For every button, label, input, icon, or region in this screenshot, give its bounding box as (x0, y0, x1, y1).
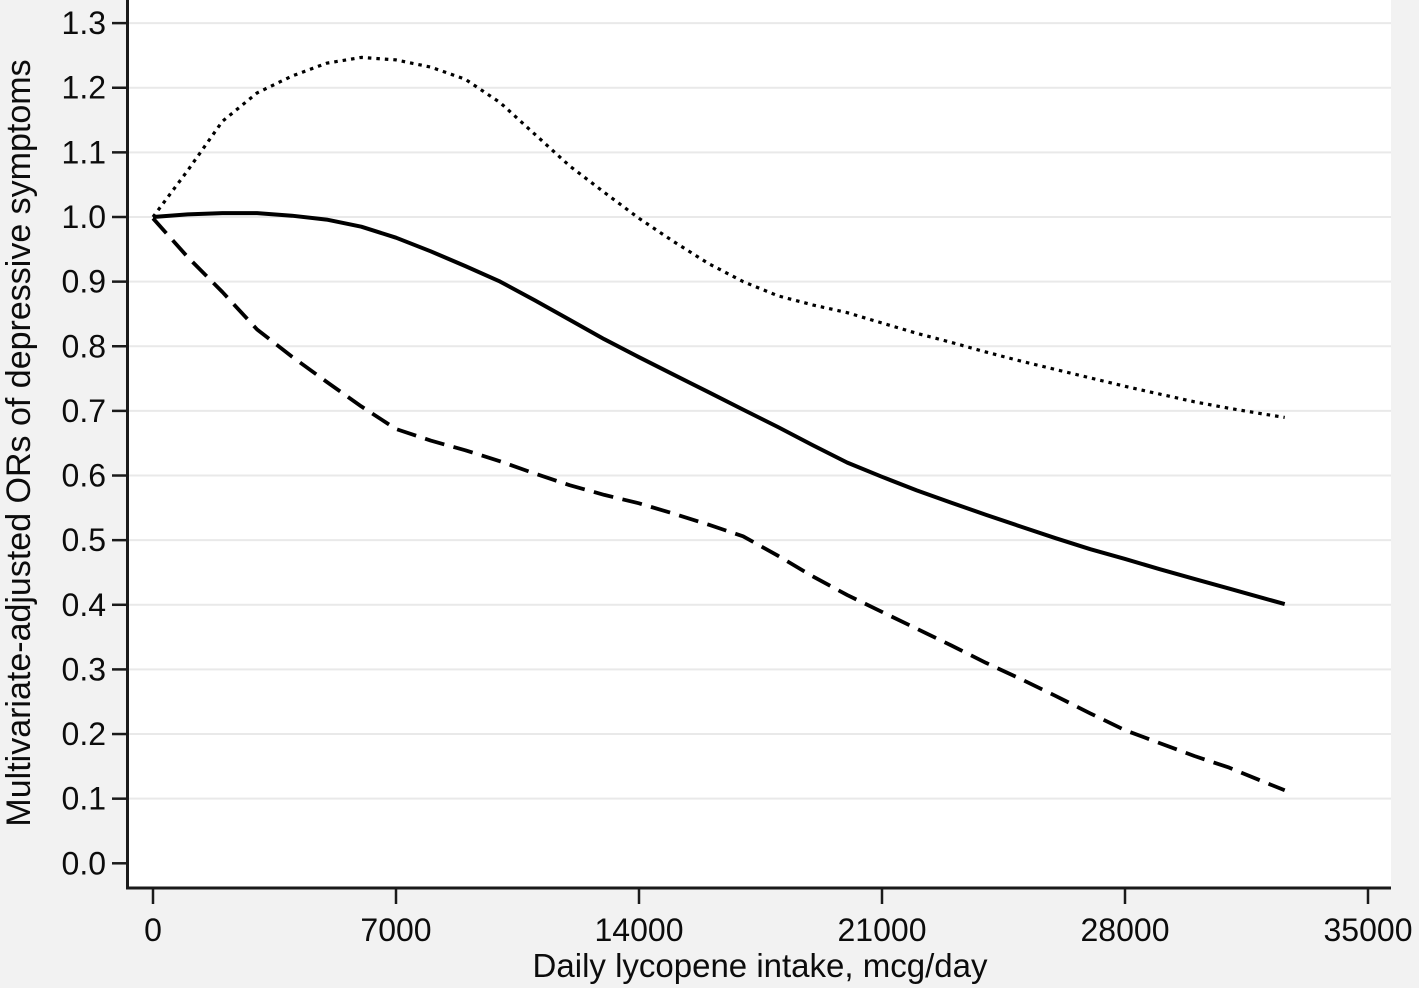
x-tick-label: 35000 (1324, 912, 1413, 948)
x-tick-label: 0 (144, 912, 162, 948)
x-tick-label: 28000 (1081, 912, 1170, 948)
y-tick-label: 0.6 (62, 458, 106, 494)
y-tick-label: 0.1 (62, 781, 106, 817)
y-tick-label: 0.0 (62, 845, 106, 881)
y-tick-label: 0.2 (62, 716, 106, 752)
y-tick-label: 1.1 (62, 134, 106, 170)
x-tick-label: 7000 (360, 912, 431, 948)
x-tick-label: 14000 (595, 912, 684, 948)
axis-ticks (112, 21, 1370, 904)
y-tick-label: 1.2 (62, 70, 106, 106)
axis-tick-labels: 0.0 0.1 0.2 0.3 0.4 0.5 0.6 0.7 0.8 0.9 1.0 1.1 1.2 1… (62, 5, 1413, 948)
y-axis-title: Multivariate-adjusted ORs of depressive … (0, 59, 38, 826)
series-solid-or-line (152, 211, 1286, 607)
plot-area (129, 0, 1391, 887)
series-dotted-upper-ci-line (151, 55, 1285, 419)
x-tick-label: 21000 (838, 912, 927, 948)
y-tick-label: 0.9 (62, 264, 106, 300)
y-tick-label: 0.5 (62, 522, 106, 558)
series-dashed-lower-ci-line (151, 217, 1286, 793)
y-tick-label: 1.0 (62, 199, 106, 235)
series-lines (151, 55, 1286, 793)
y-tick-label: 0.8 (62, 328, 106, 364)
x-axis-title: Daily lycopene intake, mcg/day (533, 947, 988, 984)
y-tick-label: 0.3 (62, 651, 106, 687)
y-tick-label: 0.4 (62, 587, 106, 623)
gridlines (129, 22, 1391, 800)
y-tick-label: 0.7 (62, 393, 106, 429)
y-tick-label: 1.3 (62, 5, 106, 41)
